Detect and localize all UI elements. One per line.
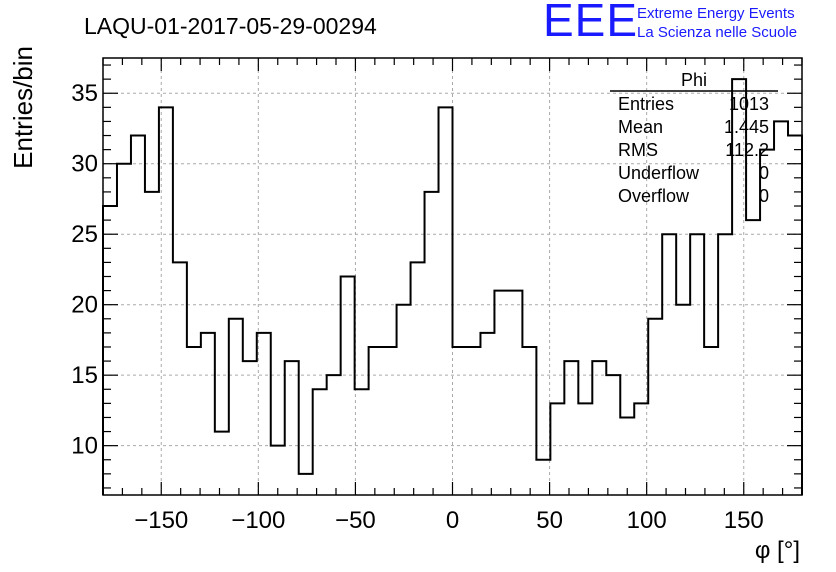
x-tick-label: 0 xyxy=(446,507,459,534)
stats-value: 1013 xyxy=(729,94,769,114)
histogram-bin xyxy=(439,107,453,495)
y-tick-label: 35 xyxy=(71,80,98,107)
histogram-bin xyxy=(592,361,606,495)
histogram-bin xyxy=(425,192,439,495)
histogram-bin xyxy=(508,291,522,495)
histogram-bin xyxy=(620,417,634,495)
histogram-bin xyxy=(103,206,117,495)
histogram-bin xyxy=(550,403,564,495)
stats-value: 1.445 xyxy=(724,117,769,137)
histogram-bin xyxy=(187,347,201,495)
histogram-bin xyxy=(355,389,369,495)
stats-value: 0 xyxy=(759,186,769,206)
histogram-bin xyxy=(369,347,383,495)
histogram-bin xyxy=(453,347,467,495)
histogram-bin xyxy=(383,347,397,495)
stats-label: Entries xyxy=(618,94,674,114)
histogram-bin xyxy=(774,121,788,495)
histogram-bin xyxy=(746,220,760,495)
logo-line-2: La Scienza nelle Scuole xyxy=(637,24,798,41)
histogram-bin xyxy=(411,262,425,495)
histogram-bin xyxy=(522,347,536,495)
histogram-bin xyxy=(327,375,341,495)
histogram-bin xyxy=(173,262,187,495)
x-tick-label: −100 xyxy=(231,507,285,534)
histogram-bin xyxy=(494,291,508,495)
histogram-bin xyxy=(201,333,215,495)
y-tick-label: 15 xyxy=(71,362,98,389)
histogram-bin xyxy=(131,136,145,495)
histogram-bin xyxy=(536,460,550,495)
stats-label: Overflow xyxy=(618,186,690,206)
histogram-bin xyxy=(271,446,285,495)
axes: −150 −100 −50 0 50 100 150 10 15 20 25 30 35 xyxy=(71,57,803,534)
histogram-bin xyxy=(215,432,229,495)
histogram-bin xyxy=(257,333,271,495)
histogram-bin xyxy=(466,347,480,495)
histogram-outline xyxy=(102,78,803,495)
x-tick-label: 50 xyxy=(536,507,563,534)
histogram-bin xyxy=(634,403,648,495)
x-tick-label: −150 xyxy=(134,507,188,534)
y-tick-label: 30 xyxy=(71,151,98,178)
stats-value: 112.2 xyxy=(725,140,769,160)
histogram-bin xyxy=(676,305,690,495)
histogram-bin xyxy=(243,361,257,495)
y-tick-label: 25 xyxy=(71,221,98,248)
stats-box: Phi Entries 1013 Mean 1.445 RMS 112.2 Underflow… xyxy=(610,70,778,206)
eee-logo: EEE Extreme Energy Events La Scienza nel… xyxy=(543,0,836,48)
x-tick-label: 150 xyxy=(724,507,764,534)
chart-title: LAQU-01-2017-05-29-00294 xyxy=(84,13,377,39)
stats-title: Phi xyxy=(681,70,707,90)
histogram-bin xyxy=(578,403,592,495)
logo-mark: EEE xyxy=(543,0,639,46)
histogram-bin xyxy=(662,234,676,495)
stats-label: Underflow xyxy=(618,163,700,183)
x-tick-label: −50 xyxy=(335,507,376,534)
logo-line-1: Extreme Energy Events xyxy=(637,5,795,22)
histogram-bin xyxy=(606,375,620,495)
histogram-bin xyxy=(229,319,243,495)
histogram-bin xyxy=(480,333,494,495)
y-tick-label: 20 xyxy=(71,292,98,319)
histogram-bin xyxy=(145,192,159,495)
histogram-bin xyxy=(718,234,732,495)
histogram-bin xyxy=(690,234,704,495)
x-tick-label: 100 xyxy=(627,507,667,534)
y-axis-label: Entries/bin xyxy=(8,46,38,169)
histogram-bin xyxy=(299,474,313,495)
histogram-bin xyxy=(788,136,802,495)
histogram-bins xyxy=(102,78,803,496)
histogram-bin xyxy=(564,361,578,495)
histogram-bin xyxy=(397,305,411,495)
histogram-bin xyxy=(648,319,662,495)
stats-label: Mean xyxy=(618,117,663,137)
histogram-bin xyxy=(313,389,327,495)
x-axis-label: φ [°] xyxy=(755,537,800,564)
histogram-bin xyxy=(285,361,299,495)
histogram-bin xyxy=(704,347,718,495)
histogram-bin xyxy=(341,277,355,496)
y-tick-label: 10 xyxy=(71,433,98,460)
stats-label: RMS xyxy=(618,140,658,160)
stats-value: 0 xyxy=(759,163,769,183)
